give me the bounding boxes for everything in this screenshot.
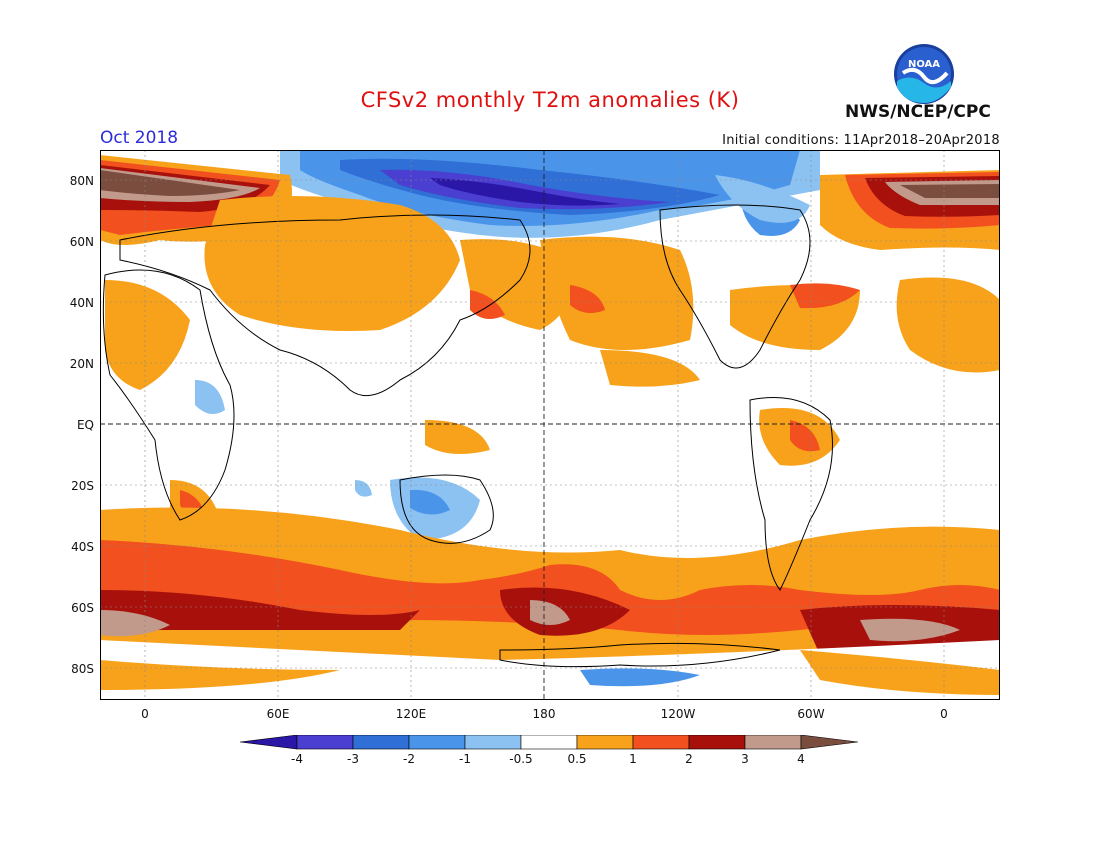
chart-title: CFSv2 monthly T2m anomalies (K): [360, 88, 740, 112]
organization-label: NWS/NCEP/CPC: [845, 102, 991, 122]
lat-label-80n: 80N: [69, 174, 94, 188]
cbar-segment-5: [520, 735, 578, 750]
color-bar: [240, 735, 859, 750]
lat-label-40s: 40S: [71, 540, 94, 554]
cbar-segment-3: [408, 735, 466, 750]
map-grid: [100, 150, 1000, 700]
cbar-segment-7: [632, 735, 690, 750]
south-america-outline: [749, 397, 833, 591]
lon-label-180: 180: [532, 707, 556, 721]
lat-label-20n: 20N: [69, 357, 94, 371]
southern-ocean-warm-band: [100, 507, 1000, 700]
africa-outline: [102, 269, 235, 521]
cb-label-m2: -2: [403, 752, 415, 766]
noaa-logo: NOAA: [893, 43, 955, 105]
cb-label-m05: -0.5: [509, 752, 533, 766]
cbar-segment-8: [688, 735, 746, 750]
cbar-segment-9: [744, 735, 802, 750]
cbar-segment-1: [296, 735, 354, 750]
cb-label-p4: 4: [797, 752, 805, 766]
lon-label-0: 0: [141, 707, 149, 721]
cbar-segment-6: [576, 735, 634, 750]
lat-label-80s: 80S: [71, 662, 94, 676]
antarctica-outline: [499, 642, 781, 668]
cb-label-m3: -3: [347, 752, 359, 766]
lat-label-60s: 60S: [71, 601, 94, 615]
northern-warm-patches: [105, 196, 1000, 527]
anomaly-map: [100, 150, 1000, 700]
lat-label-eq: EQ: [76, 418, 94, 432]
cbar-arrow-right: [800, 735, 859, 750]
lon-label-0-right: 0: [940, 707, 948, 721]
cb-label-p05: 0.5: [567, 752, 587, 766]
cb-label-m4: -4: [291, 752, 303, 766]
europe-asia-outline: [119, 214, 531, 397]
cb-label-m1: -1: [459, 752, 471, 766]
australia-outline: [399, 474, 494, 544]
cbar-arrow-left: [240, 735, 298, 750]
noaa-logo-text: NOAA: [908, 59, 940, 70]
lon-label-60e: 60E: [266, 707, 290, 721]
cb-label-p3: 3: [741, 752, 749, 766]
initial-conditions: Initial conditions: 11Apr2018–20Apr2018: [722, 133, 1000, 148]
lon-label-60w: 60W: [797, 707, 825, 721]
reference-lines: [100, 150, 1000, 700]
lat-label-60n: 60N: [69, 235, 94, 249]
north-america-outline: [659, 204, 811, 369]
cbar-segment-2: [352, 735, 410, 750]
lat-label-20s: 20S: [71, 479, 94, 493]
lon-label-120w: 120W: [660, 707, 696, 721]
arctic-cold-anomaly: [280, 150, 820, 238]
cb-label-p1: 1: [629, 752, 637, 766]
lat-label-40n: 40N: [69, 296, 94, 310]
cb-label-p2: 2: [685, 752, 693, 766]
forecast-month: Oct 2018: [100, 128, 179, 148]
lon-label-120e: 120E: [395, 707, 427, 721]
continent-outlines: [102, 204, 833, 668]
cbar-segment-4: [464, 735, 522, 750]
